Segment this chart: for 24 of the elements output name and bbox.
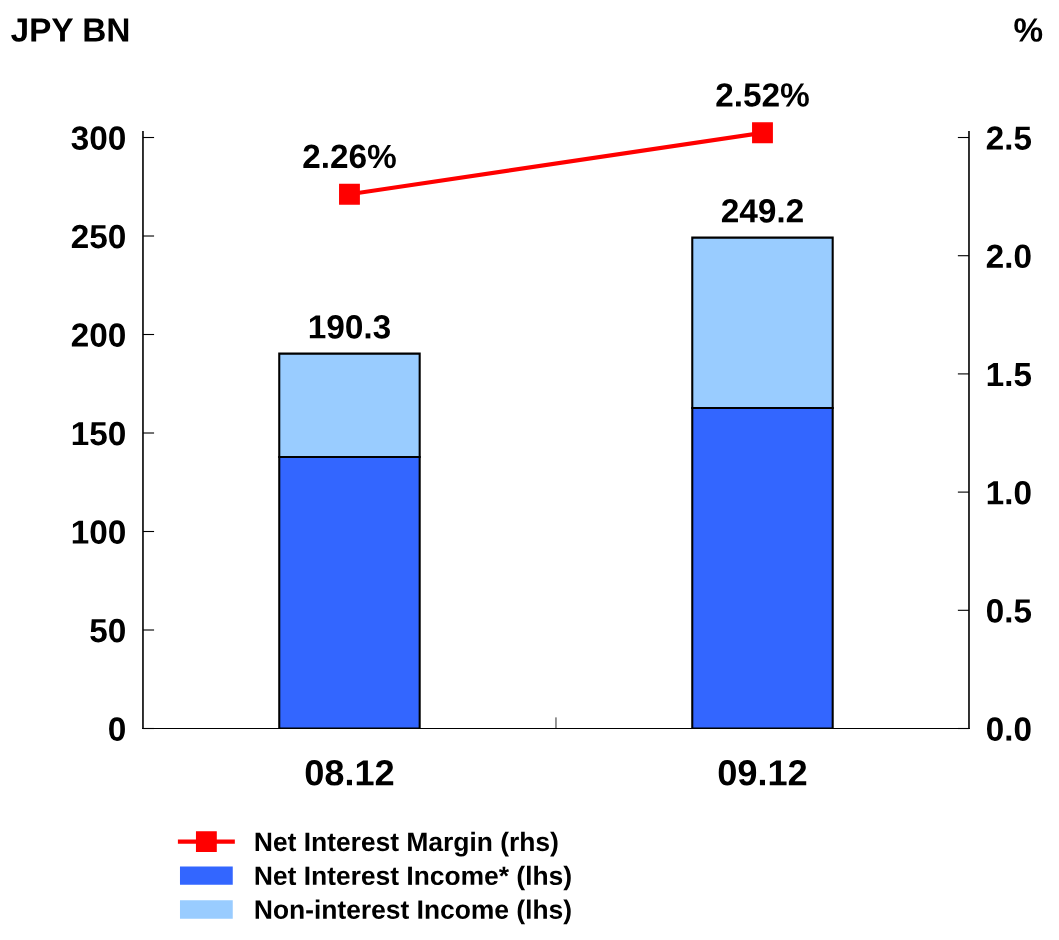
y2-tick-label: 1.0 (987, 480, 1031, 505)
y-tick-label: 100 (72, 520, 125, 544)
y2-tick-label: 0.0 (986, 717, 1031, 741)
y-tick-label: 0 (109, 717, 125, 741)
data-label: 2.52% (716, 83, 809, 107)
y2-tick-label: 1.5 (987, 363, 1032, 387)
legend-label: Net Interest Margin (rhs) (255, 831, 558, 857)
y-tick-label: 50 (90, 618, 125, 643)
y2-tick-label: 2.0 (986, 244, 1031, 269)
y2-tick-label: 2.5 (986, 126, 1032, 150)
x-tick-label: 09.12 (718, 760, 807, 786)
y-tick-label: 250 (71, 224, 125, 249)
y-tick-label: 150 (72, 421, 125, 446)
total-label: 190.3 (309, 315, 390, 339)
y-tick-label: 300 (71, 126, 125, 150)
legend-label: Net Interest Income* (lhs) (255, 865, 571, 891)
data-label: 2.26% (303, 144, 396, 169)
y2-tick-label: 0.5 (986, 599, 1032, 623)
y-axis-title: JPY BN (11, 18, 129, 42)
y-tick-label: 200 (71, 323, 125, 347)
x-tick-label: 08.12 (305, 760, 394, 786)
y2-axis-title: % (1014, 18, 1043, 42)
legend-label: Non-interest Income (lhs) (255, 899, 571, 925)
total-label: 249.2 (721, 199, 803, 223)
